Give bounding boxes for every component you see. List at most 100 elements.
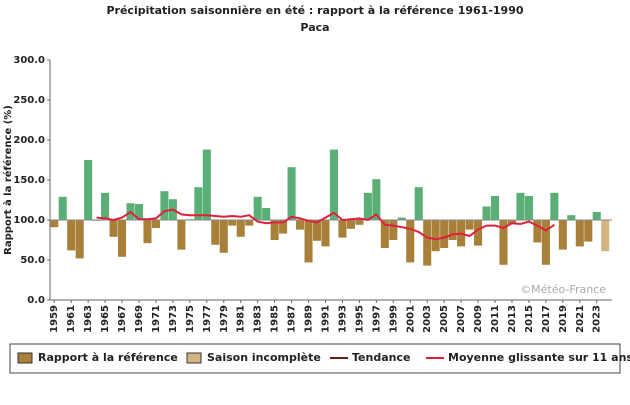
bar bbox=[245, 220, 254, 226]
legend-swatch bbox=[186, 352, 202, 364]
chart-title: Précipitation saisonnière en été : rappo… bbox=[106, 4, 523, 17]
bar bbox=[118, 220, 127, 257]
bar bbox=[177, 220, 186, 250]
bar bbox=[228, 220, 237, 226]
x-tick-label: 1977 bbox=[202, 305, 213, 333]
bar bbox=[219, 220, 228, 253]
bar bbox=[550, 192, 559, 220]
bar bbox=[440, 220, 449, 248]
bar bbox=[109, 220, 118, 237]
bar bbox=[363, 192, 372, 220]
bar bbox=[160, 191, 169, 220]
x-tick-label: 1965 bbox=[100, 305, 111, 333]
bar bbox=[202, 149, 211, 220]
bar bbox=[67, 220, 76, 251]
bar bbox=[474, 220, 483, 246]
legend-label: Rapport à la référence bbox=[38, 351, 178, 364]
legend-box bbox=[9, 343, 621, 374]
bar bbox=[304, 220, 313, 263]
x-tick-label: 2013 bbox=[507, 305, 518, 333]
bar bbox=[533, 220, 542, 243]
x-tick-label: 2017 bbox=[541, 305, 552, 333]
x-tick-label: 2011 bbox=[490, 305, 501, 333]
bar bbox=[321, 220, 330, 247]
bar bbox=[75, 220, 84, 259]
bar bbox=[151, 220, 160, 228]
bar bbox=[58, 196, 67, 220]
bar bbox=[279, 220, 288, 234]
x-tick-label: 1971 bbox=[151, 305, 162, 333]
bar bbox=[465, 220, 474, 230]
bar bbox=[406, 220, 415, 263]
bar bbox=[262, 208, 271, 220]
legend-label: Saison incomplète bbox=[207, 351, 321, 364]
bar bbox=[423, 220, 432, 266]
bar bbox=[287, 167, 296, 220]
bar bbox=[253, 196, 262, 220]
bar bbox=[296, 220, 305, 230]
x-tick-label: 1979 bbox=[219, 305, 230, 333]
credit: ©Météo-France bbox=[520, 283, 606, 296]
x-tick-label: 1969 bbox=[134, 305, 145, 333]
legend-swatch bbox=[17, 352, 33, 364]
x-tick-label: 1989 bbox=[304, 305, 315, 333]
x-tick-label: 2015 bbox=[524, 305, 535, 333]
y-tick-label: 300.0 bbox=[13, 55, 45, 66]
x-tick-label: 1983 bbox=[253, 305, 264, 333]
y-axis-title: Rapport à la référence (%) bbox=[2, 105, 14, 255]
x-tick-label: 1975 bbox=[185, 305, 196, 333]
bar bbox=[397, 217, 406, 220]
bar bbox=[389, 220, 398, 240]
bar bbox=[101, 192, 110, 220]
bar bbox=[355, 220, 364, 225]
bar bbox=[516, 192, 525, 220]
y-tick-label: 50.0 bbox=[20, 255, 45, 266]
bar bbox=[592, 212, 601, 220]
x-tick-label: 2023 bbox=[592, 305, 603, 333]
x-tick-label: 1985 bbox=[270, 305, 281, 333]
bar bbox=[134, 204, 144, 220]
bar bbox=[499, 220, 508, 265]
bar bbox=[329, 149, 338, 220]
y-tick-label: 200.0 bbox=[13, 135, 45, 146]
x-tick-label: 1997 bbox=[371, 305, 382, 333]
bar bbox=[380, 220, 389, 248]
bar bbox=[490, 196, 500, 220]
bar bbox=[558, 220, 567, 250]
bar bbox=[372, 179, 381, 220]
bar bbox=[236, 220, 245, 237]
x-tick-label: 1993 bbox=[337, 305, 348, 333]
x-tick-label: 2001 bbox=[405, 305, 416, 333]
bar bbox=[541, 220, 550, 265]
y-tick-label: 250.0 bbox=[13, 95, 45, 106]
x-tick-label: 1961 bbox=[66, 305, 77, 333]
bar bbox=[346, 220, 355, 229]
y-tick-label: 100.0 bbox=[13, 215, 45, 226]
x-tick-label: 2007 bbox=[456, 305, 467, 333]
x-tick-label: 1987 bbox=[287, 305, 298, 333]
bar bbox=[575, 220, 584, 247]
legend-label: Tendance bbox=[352, 351, 410, 364]
x-tick-label: 2021 bbox=[575, 305, 586, 333]
x-tick-label: 1981 bbox=[236, 305, 247, 333]
bar bbox=[584, 220, 593, 242]
bar bbox=[50, 220, 59, 228]
bar bbox=[448, 220, 457, 240]
x-tick-label: 1973 bbox=[168, 305, 179, 333]
x-tick-label: 1991 bbox=[320, 305, 331, 333]
x-tick-label: 2009 bbox=[473, 305, 484, 333]
x-tick-label: 2003 bbox=[422, 305, 433, 333]
x-tick-label: 1999 bbox=[388, 305, 399, 333]
bar bbox=[312, 220, 322, 241]
bar bbox=[507, 220, 517, 224]
bar bbox=[338, 220, 347, 238]
legend-label: Moyenne glissante sur 11 ans bbox=[448, 351, 630, 364]
bar bbox=[431, 220, 440, 252]
bar bbox=[211, 220, 220, 245]
x-tick-label: 2019 bbox=[558, 305, 569, 333]
bar bbox=[567, 215, 576, 220]
bar bbox=[414, 187, 423, 220]
chart-subtitle: Paca bbox=[300, 21, 329, 34]
bar bbox=[143, 220, 152, 244]
